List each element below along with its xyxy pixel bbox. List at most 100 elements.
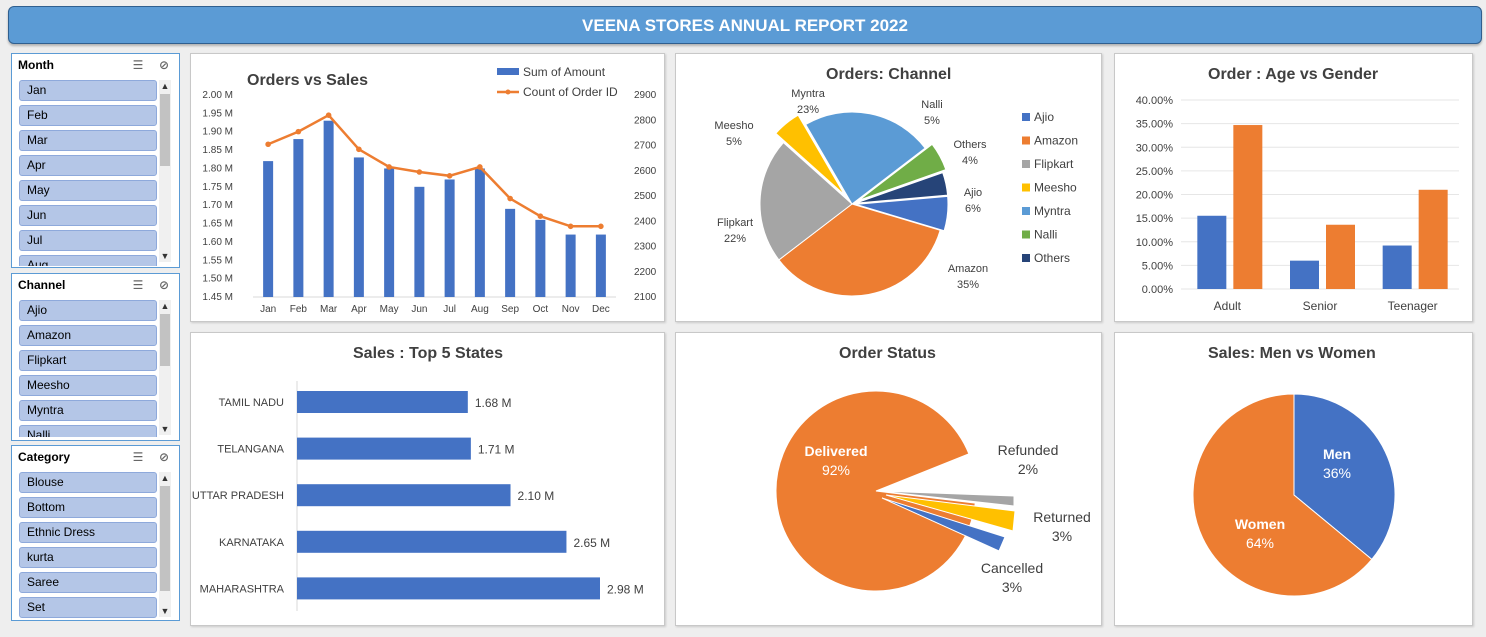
y-tick-label: 10.00% [1136,237,1174,249]
scroll-thumb[interactable] [160,94,170,166]
slicer-item-ajio[interactable]: Ajio [19,300,157,321]
multi-select-icon[interactable]: ☰ [132,58,144,72]
scroll-down-icon[interactable]: ▼ [160,251,170,261]
slicer-item-apr[interactable]: Apr [19,155,157,176]
state-bar [297,530,567,553]
slicer-item-bottom[interactable]: Bottom [19,497,157,518]
clear-filter-icon[interactable]: ⊘ [158,278,170,292]
slicer-item-mar[interactable]: Mar [19,130,157,151]
pie-slice-nalli [858,143,947,201]
y-right-tick: 2600 [634,166,657,177]
state-value-label: 1.68 M [475,396,512,410]
x-tick-label: Sep [501,304,519,315]
slice-name-label: Ajio [964,187,982,199]
y-left-tick: 1.45 M [202,292,233,303]
x-tick-label: Adult [1214,299,1242,313]
sales-bar [474,168,485,297]
category-slicer[interactable]: Category ☰ ⊘ Blouse Bottom Ethnic Dress kur… [11,445,180,621]
scroll-up-icon[interactable]: ▲ [160,81,170,91]
slicer-item-kurta[interactable]: kurta [19,547,157,568]
slicer-item-saree[interactable]: Saree [19,572,157,593]
sales-bar [323,120,334,297]
y-tick-label: 35.00% [1136,119,1174,131]
pie-slice-flipkart [759,141,853,261]
channel-scrollbar[interactable]: ▲ ▼ [159,300,171,435]
legend-swatch-meesho [1022,183,1030,192]
slice-value-label: 5% [924,115,940,127]
chart-title: Order : Age vs Gender [1208,66,1379,83]
pie-slice-meesho [775,114,845,196]
month-scrollbar[interactable]: ▲ ▼ [159,80,171,262]
slice-name-label: Amazon [948,263,988,275]
slicer-item-flipkart[interactable]: Flipkart [19,350,157,371]
y-left-tick: 1.85 M [202,145,233,156]
orders-sales-panel: Orders vs Sales 1.45 M 1.50 M 1.55 M 1.60 M… [190,53,665,322]
pie-slice-myntra [805,111,926,205]
orders-count-point [507,195,513,202]
slicer-item-set[interactable]: Set [19,597,157,618]
scroll-down-icon[interactable]: ▼ [160,424,170,434]
sales-bar [384,168,395,297]
slice-value-label: 22% [724,233,746,245]
slicer-item-jan[interactable]: Jan [19,80,157,101]
y-tick-label: 15.00% [1136,213,1174,225]
chart-title: Order Status [839,345,936,362]
x-tick-label: Mar [320,304,338,315]
x-tick-label: Oct [533,304,549,315]
x-tick-label: Jan [260,304,276,315]
category-scrollbar[interactable]: ▲ ▼ [159,472,171,617]
legend-label: Ajio [1034,110,1054,124]
slicer-item-blouse[interactable]: Blouse [19,472,157,493]
month-slicer[interactable]: Month ☰ ⊘ Jan Feb Mar Apr May Jun Jul Aug ▲ ▼ [11,53,180,268]
slice-name-label: Others [953,139,987,151]
slicer-item-jul[interactable]: Jul [19,230,157,251]
legend-label-sum: Sum of Amount [523,65,606,79]
slicer-item-ethnic-dress[interactable]: Ethnic Dress [19,522,157,543]
y-tick-label: 30.00% [1136,142,1174,154]
legend-label: Amazon [1034,134,1078,148]
legend-label: Flipkart [1034,157,1074,171]
legend-swatch-flipkart [1022,160,1030,168]
clear-filter-icon[interactable]: ⊘ [158,450,170,464]
clear-filter-icon[interactable]: ⊘ [158,58,170,72]
pie-slice-delivered [775,390,976,592]
slicer-item-meesho[interactable]: Meesho [19,375,157,396]
scroll-thumb[interactable] [160,314,170,366]
scroll-up-icon[interactable]: ▲ [160,301,170,311]
legend-swatch-myntra [1022,207,1030,215]
y-right-tick: 2400 [634,216,657,227]
orders-count-point [416,169,423,175]
scroll-thumb[interactable] [160,486,170,591]
orders-count-point [265,141,271,148]
orders-count-point [325,112,332,118]
multi-select-icon[interactable]: ☰ [132,278,144,292]
x-tick-label: Aug [471,304,489,315]
slicer-item-may[interactable]: May [19,180,157,201]
slicer-item-myntra[interactable]: Myntra [19,400,157,421]
order-status-chart: Delivered 92% Refunded 2% Returned 3% Cancelle… [775,390,1091,595]
sales-bar [505,208,516,297]
slice-value-label: 36% [1323,465,1351,481]
scroll-up-icon[interactable]: ▲ [160,473,170,483]
multi-select-icon[interactable]: ☰ [132,450,144,464]
x-tick-label: Senior [1303,299,1338,313]
slicer-item-aug[interactable]: Aug [19,255,157,266]
age-gender-panel: Order : Age vs Gender 0.00% 5.00% 10.00% 15… [1114,53,1473,322]
sales-bar [353,157,364,297]
slicer-item-nalli[interactable]: Nalli [19,425,157,437]
slicer-item-jun[interactable]: Jun [19,205,157,226]
chart-title: Orders: Channel [826,66,952,83]
report-title: VEENA STORES ANNUAL REPORT 2022 [8,6,1482,44]
y-left-tick: 1.60 M [202,237,233,248]
state-bar [297,577,600,600]
y-left-tick: 2.00 M [202,90,233,101]
y-right-tick: 2700 [634,141,657,152]
state-label: TELANGANA [217,444,284,456]
scroll-down-icon[interactable]: ▼ [160,606,170,616]
slice-value-label: 64% [1246,535,1274,551]
age-gender-chart: 0.00% 5.00% 10.00% 15.00% 20.00% 25.00% 30.00%… [1136,95,1459,313]
channel-slicer[interactable]: Channel ☰ ⊘ Ajio Amazon Flipkart Meesho Mynt… [11,273,180,441]
y-right-tick: 2900 [634,90,657,101]
slicer-item-amazon[interactable]: Amazon [19,325,157,346]
slicer-item-feb[interactable]: Feb [19,105,157,126]
